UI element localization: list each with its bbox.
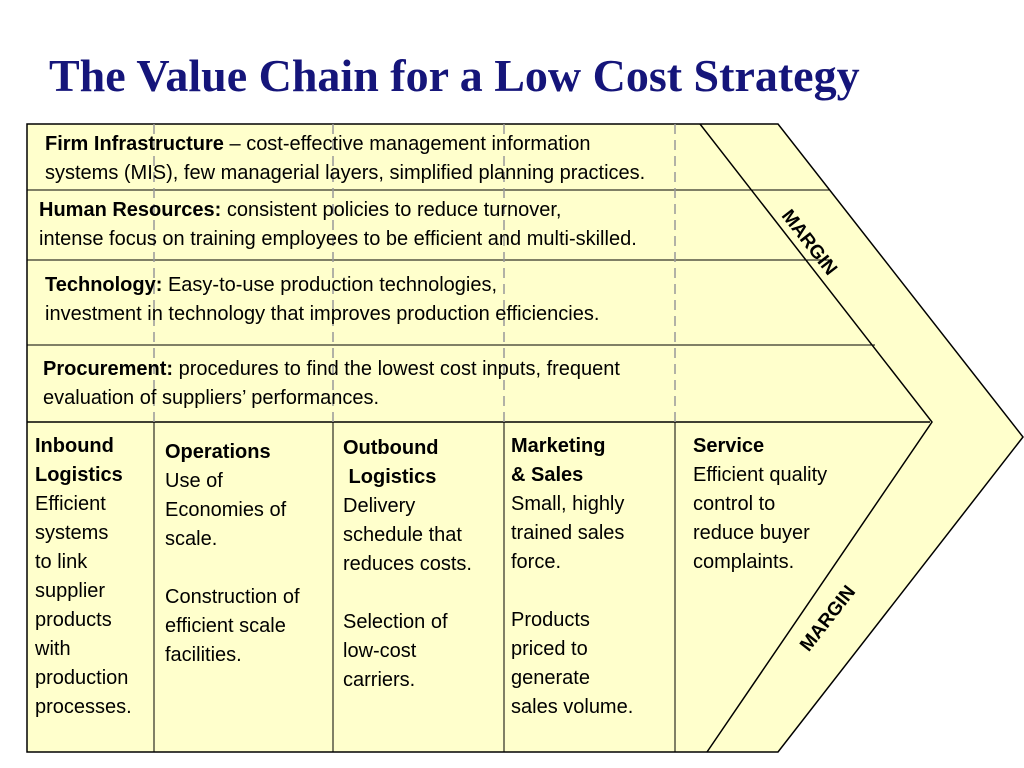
primary-heading: Inbound: [35, 435, 114, 457]
primary-line: low-cost: [343, 640, 417, 662]
support-heading: Procurement:: [43, 358, 174, 380]
support-line: Easy-to-use production technologies,: [167, 274, 498, 296]
support-line: evaluation of suppliers’ performances.: [43, 387, 380, 409]
primary-line: production: [35, 667, 129, 689]
primary-line: scale.: [165, 528, 218, 550]
primary-heading: Operations: [165, 441, 271, 463]
primary-line: Delivery: [343, 495, 416, 517]
primary-line: to link: [35, 551, 88, 573]
primary-line: [165, 554, 300, 583]
primary-line: trained sales: [511, 522, 625, 544]
support-procurement: Procurement: procedures to find the lowe…: [43, 355, 620, 413]
primary-line: Efficient: [35, 493, 106, 515]
primary-line: complaints.: [693, 551, 795, 573]
primary-line: products: [35, 609, 112, 631]
primary-line: carriers.: [343, 669, 416, 691]
page-title: The Value Chain for a Low Cost Strategy: [49, 50, 860, 101]
primary-line: supplier: [35, 580, 106, 602]
primary-operations: Operations Use of Economies of scale. Const…: [165, 438, 300, 670]
primary-heading: Service: [693, 435, 765, 457]
primary-line: with: [35, 638, 71, 660]
primary-line: force.: [511, 551, 562, 573]
primary-line: generate: [511, 667, 590, 689]
primary-line: Use of: [165, 470, 223, 492]
primary-inbound-logistics: Inbound Logistics Efficient systems to link s…: [35, 432, 132, 722]
support-line: investment in technology that improves p…: [45, 303, 600, 325]
primary-line: Selection of: [343, 611, 448, 633]
support-line: cost-effective management information: [246, 133, 591, 155]
primary-line: priced to: [511, 638, 588, 660]
support-heading: Firm Infrastructure: [45, 133, 224, 155]
primary-heading: Logistics: [35, 464, 123, 486]
value-chain-shape: [26, 123, 1024, 753]
support-human-resources: Human Resources: consistent policies to …: [39, 196, 637, 254]
primary-line: reduces costs.: [343, 553, 472, 575]
primary-line: Products: [511, 609, 590, 631]
support-heading: Human Resources:: [39, 199, 222, 221]
primary-service: Service Efficient quality control to reduce…: [693, 432, 827, 577]
support-heading: Technology:: [45, 274, 163, 296]
primary-line: facilities.: [165, 644, 242, 666]
primary-line: sales volume.: [511, 696, 634, 718]
primary-line: Economies of: [165, 499, 287, 521]
primary-marketing-sales: Marketing & Sales Small, highly trained sal…: [511, 432, 633, 722]
primary-outbound-logistics: Outbound Logistics Delivery schedule that r…: [343, 434, 472, 695]
support-line: procedures to find the lowest cost input…: [178, 358, 620, 380]
primary-line: processes.: [35, 696, 132, 718]
primary-heading: Logistics: [343, 466, 437, 488]
primary-line: reduce buyer: [693, 522, 810, 544]
support-line: intense focus on training employees to b…: [39, 228, 637, 250]
support-technology: Technology: Easy-to-use production techn…: [45, 271, 599, 329]
primary-line: Small, highly: [511, 493, 625, 515]
support-line: consistent policies to reduce turnover,: [226, 199, 562, 221]
primary-line: [343, 579, 472, 608]
primary-line: control to: [693, 493, 776, 515]
primary-heading: Outbound: [343, 437, 439, 459]
primary-line: schedule that: [343, 524, 462, 546]
primary-heading: & Sales: [511, 464, 584, 486]
margin-boundary: [699, 123, 933, 753]
support-firm-infrastructure: Firm Infrastructure – cost-effective man…: [45, 130, 645, 188]
support-line: systems (MIS), few managerial layers, si…: [45, 162, 646, 184]
primary-line: Efficient quality: [693, 464, 828, 486]
primary-line: systems: [35, 522, 109, 544]
primary-line: [511, 577, 633, 606]
primary-line: Construction of: [165, 586, 300, 608]
primary-heading: Marketing: [511, 435, 606, 457]
primary-line: efficient scale: [165, 615, 286, 637]
